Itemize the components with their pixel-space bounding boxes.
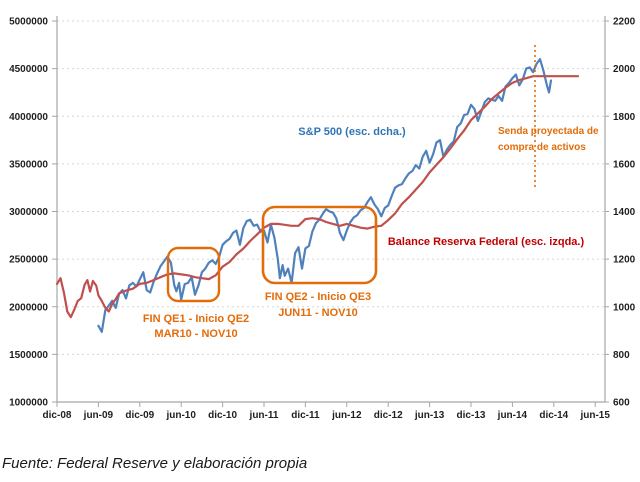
- fed-balance-line: [55, 75, 580, 319]
- chart-page: 1000000 1500000 2000000 2500000 3000000 35000…: [2, 16, 636, 472]
- svg-text:3000000: 3000000: [9, 207, 48, 218]
- projection-note-line1: Senda proyectada de: [498, 126, 599, 137]
- svg-text:2500000: 2500000: [9, 255, 48, 266]
- svg-text:1200: 1200: [613, 255, 636, 266]
- svg-text:2200: 2200: [613, 17, 636, 28]
- svg-text:1400: 1400: [613, 207, 636, 218]
- source-note: Fuente: Federal Reserve y elaboración pr…: [2, 455, 308, 472]
- svg-text:dic-11: dic-11: [291, 410, 320, 421]
- svg-text:dic-14: dic-14: [539, 410, 568, 421]
- svg-text:4000000: 4000000: [9, 112, 48, 123]
- qe1-label-line1: FIN QE1 - Inicio QE2: [143, 313, 249, 325]
- svg-text:5000000: 5000000: [9, 17, 48, 28]
- qe2-annotation-box: [261, 205, 378, 285]
- svg-text:1000: 1000: [613, 302, 636, 313]
- svg-text:dic-08: dic-08: [43, 410, 72, 421]
- svg-text:dic-13: dic-13: [457, 410, 486, 421]
- svg-text:jun-12: jun-12: [331, 410, 362, 421]
- svg-text:1600: 1600: [613, 159, 636, 170]
- svg-text:3500000: 3500000: [9, 159, 48, 170]
- qe2-label-line1: FIN QE2 - Inicio QE3: [265, 291, 371, 303]
- qe1-annotation-box: [166, 246, 221, 303]
- svg-text:600: 600: [613, 398, 630, 409]
- svg-text:1800: 1800: [613, 112, 636, 123]
- svg-text:dic-12: dic-12: [374, 410, 403, 421]
- projection-note-line2: compra de activos: [498, 142, 586, 153]
- qe1-label-line2: MAR10 - NOV10: [154, 328, 237, 340]
- svg-text:1000000: 1000000: [9, 398, 48, 409]
- svg-text:jun-09: jun-09: [83, 410, 114, 421]
- svg-text:2000: 2000: [613, 64, 636, 75]
- svg-text:jun-15: jun-15: [579, 410, 610, 421]
- fed-sp500-dual-axis-chart: 1000000 1500000 2000000 2500000 3000000 35000…: [9, 16, 636, 422]
- sp500-line: [97, 58, 553, 333]
- svg-text:dic-10: dic-10: [208, 410, 237, 421]
- qe2-label-line2: JUN11 - NOV10: [278, 307, 357, 319]
- svg-text:jun-10: jun-10: [165, 410, 196, 421]
- svg-text:4500000: 4500000: [9, 64, 48, 75]
- svg-text:1500000: 1500000: [9, 350, 48, 361]
- fed-series-label: Balance Reserva Federal (esc. izqda.): [388, 236, 585, 248]
- svg-text:jun-14: jun-14: [497, 410, 528, 421]
- svg-text:dic-09: dic-09: [125, 410, 154, 421]
- svg-text:800: 800: [613, 350, 630, 361]
- gridlines-and-axis-labels: 1000000 1500000 2000000 2500000 3000000 35000…: [9, 17, 636, 422]
- sp500-series-label: S&P 500 (esc. dcha.): [298, 126, 406, 138]
- svg-text:jun-11: jun-11: [249, 410, 279, 421]
- svg-text:jun-13: jun-13: [414, 410, 445, 421]
- svg-text:2000000: 2000000: [9, 302, 48, 313]
